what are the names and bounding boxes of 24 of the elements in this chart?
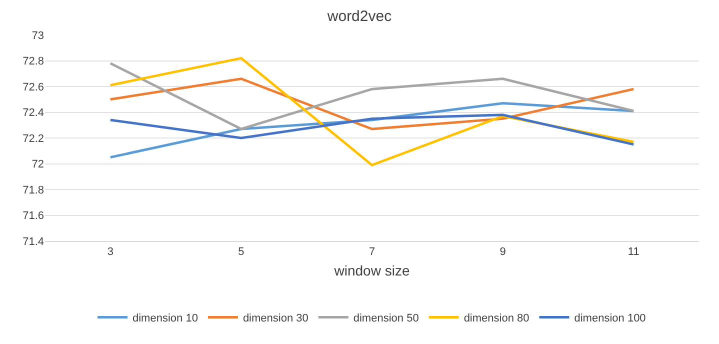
y-tick-label: 71.4	[22, 236, 44, 248]
x-tick-label: 9	[500, 246, 506, 258]
y-tick-label: 72.6	[22, 81, 44, 94]
x-axis-title: window size	[333, 262, 410, 278]
y-tick-label: 72.8	[22, 56, 44, 68]
x-tick-label: 3	[107, 246, 114, 258]
line-series	[109, 78, 635, 130]
legend-label: dimension 80	[464, 312, 530, 325]
legend-label: dimension 100	[574, 312, 646, 325]
y-tick-label: 72	[32, 158, 44, 171]
x-tick-label: 11	[628, 246, 640, 258]
chart-title: word2vec	[326, 8, 392, 25]
y-tick-label: 71.6	[22, 210, 44, 222]
line-series	[109, 62, 635, 130]
y-tick-label: 73	[32, 30, 44, 42]
y-tick-label: 72.2	[22, 132, 44, 145]
legend-label: dimension 10	[132, 312, 198, 325]
x-tick-label: 7	[368, 246, 376, 258]
legend-label: dimension 30	[242, 312, 308, 325]
x-tick-label: 5	[238, 246, 244, 258]
line-series	[109, 114, 635, 146]
y-tick-label: 71.8	[22, 184, 44, 196]
legend-label: dimension 50	[353, 312, 419, 325]
y-tick-label: 72.4	[22, 107, 44, 120]
